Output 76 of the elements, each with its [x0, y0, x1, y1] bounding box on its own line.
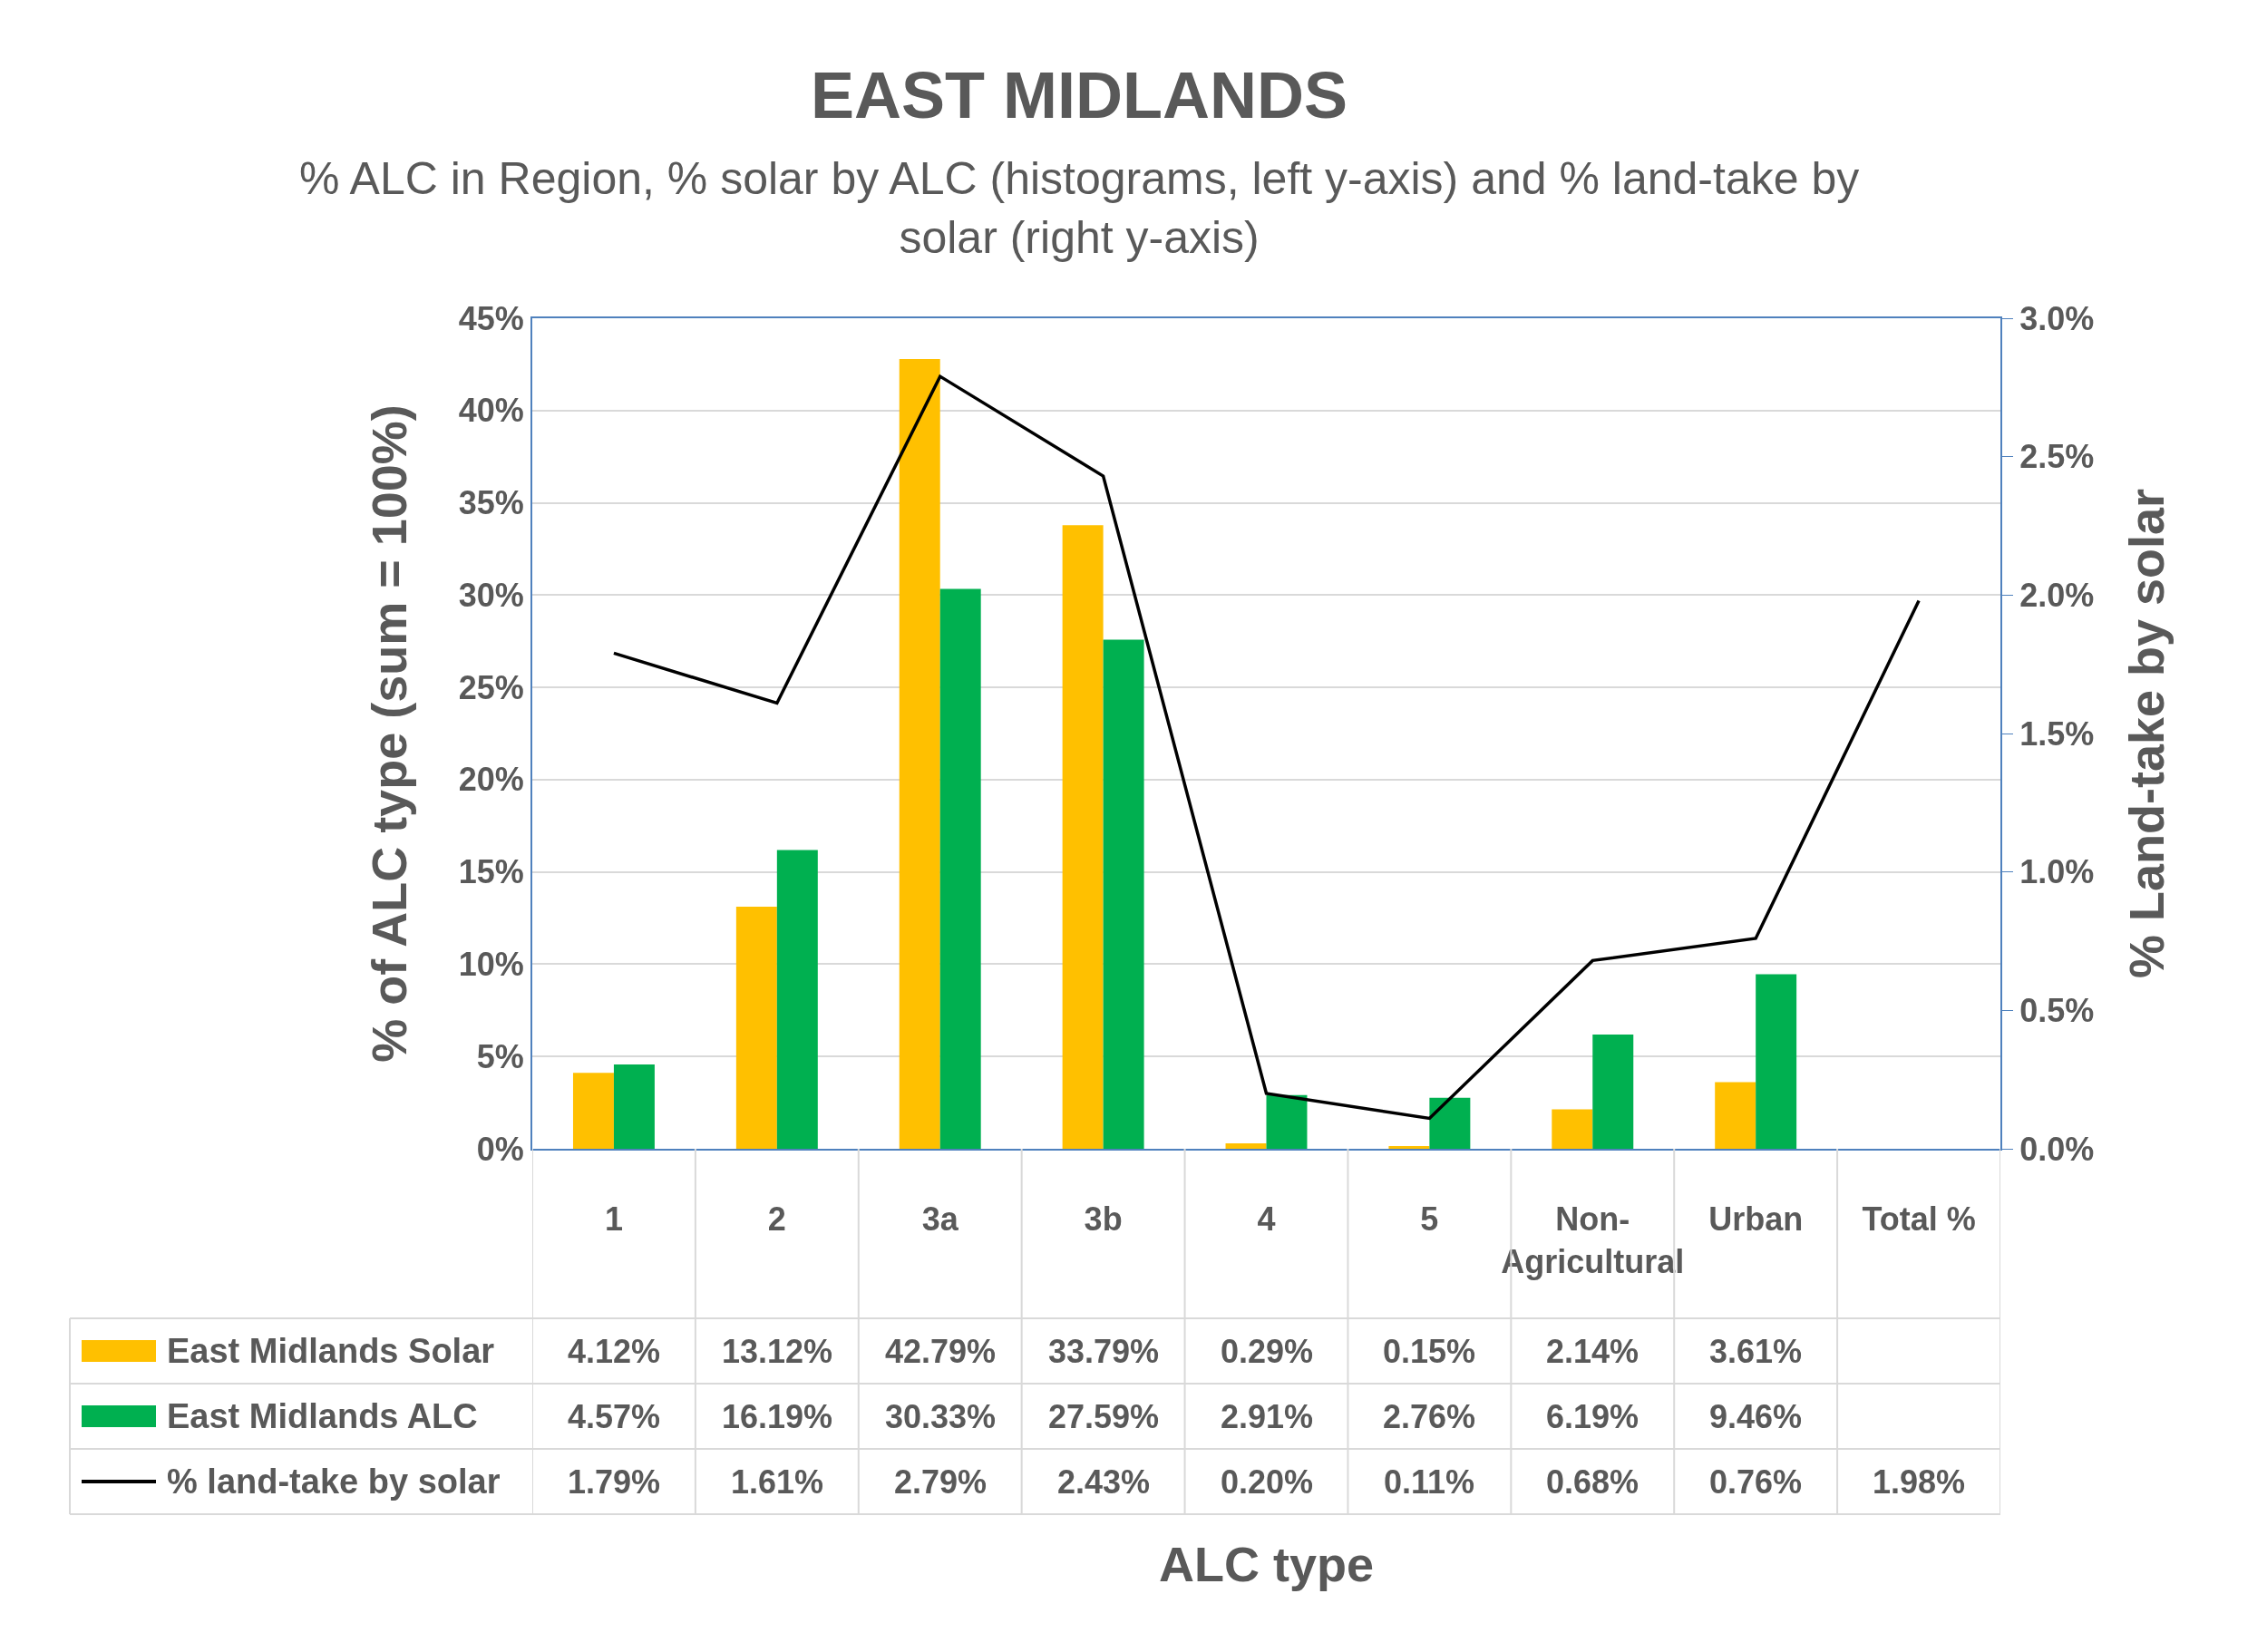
y-tick-label: 45%: [458, 299, 524, 337]
data-label: 6.19%: [1546, 1398, 1639, 1435]
legend-label: East Midlands Solar: [167, 1332, 495, 1370]
y2-tick-label: 0.0%: [2019, 1130, 2095, 1168]
y2-tick-label: 2.0%: [2019, 576, 2095, 614]
bar: [735, 906, 777, 1149]
y2-axis-title: % Land-take by solar: [2119, 488, 2175, 979]
data-label: 1.98%: [1873, 1463, 1966, 1501]
bar: [939, 588, 981, 1149]
x-tick-label: Urban: [1708, 1200, 1804, 1239]
bar: [1552, 1109, 1593, 1149]
data-label: 13.12%: [722, 1333, 833, 1370]
line-series: [612, 374, 1921, 1121]
data-label: 2.91%: [1221, 1398, 1314, 1435]
bar: [1715, 1082, 1756, 1149]
data-label: 0.11%: [1384, 1463, 1475, 1501]
y2-tick-label: 0.5%: [2019, 991, 2095, 1029]
legend-label: East Midlands ALC: [167, 1397, 478, 1435]
data-label: 0.15%: [1383, 1333, 1476, 1370]
data-label: 0.76%: [1709, 1463, 1803, 1501]
y2-tick-label: 3.0%: [2019, 299, 2095, 337]
data-label: 9.46%: [1709, 1398, 1803, 1435]
y-tick-label: 10%: [458, 946, 524, 984]
bar: [1388, 1145, 1430, 1149]
y-tick-label: 0%: [476, 1130, 524, 1168]
y-tick-label: 35%: [458, 484, 524, 522]
bar: [776, 850, 818, 1149]
x-tick-label: Non-Agricultural: [1501, 1200, 1685, 1280]
bar: [1225, 1143, 1267, 1149]
y-tick-label: 20%: [458, 761, 524, 799]
chart-subtitle: % ALC in Region, % solar by ALC (histograms, left y-axis) and % land-take by solar (right y-axis): [299, 153, 1860, 263]
data-label: 4.57%: [568, 1398, 661, 1435]
y-tick-label: 40%: [458, 392, 524, 430]
y-tick-label: 25%: [458, 668, 524, 706]
bar: [572, 1073, 614, 1149]
data-label: 0.20%: [1221, 1463, 1314, 1501]
legend-label: % land-take by solar: [167, 1463, 501, 1501]
bar: [1062, 525, 1104, 1149]
x-tick-label: 3a: [921, 1200, 959, 1239]
data-label: 0.29%: [1221, 1333, 1314, 1370]
bar: [1266, 1094, 1308, 1149]
x-tick-label: 3b: [1084, 1200, 1123, 1239]
bar: [1592, 1035, 1634, 1149]
y2-tick-label: 1.5%: [2019, 714, 2095, 753]
y-tick-label: 5%: [476, 1037, 524, 1075]
data-label: 1.79%: [568, 1463, 661, 1501]
x-tick-label: 2: [767, 1200, 786, 1239]
x-tick-label: 1: [604, 1200, 623, 1239]
bar: [1103, 639, 1144, 1149]
x-tick-label: 5: [1420, 1200, 1439, 1239]
data-label: 2.76%: [1383, 1398, 1476, 1435]
bar: [613, 1064, 655, 1149]
bar: [1429, 1097, 1471, 1149]
data-label: 1.61%: [731, 1463, 824, 1501]
y-axis-title: % of ALC type (sum = 100%): [361, 404, 416, 1063]
data-label: 2.43%: [1057, 1463, 1151, 1501]
text: ALC type: [1159, 1537, 1375, 1591]
data-label: 27.59%: [1048, 1398, 1160, 1435]
data-label: 16.19%: [722, 1398, 833, 1435]
data-label: 4.12%: [568, 1333, 661, 1370]
y-tick-label: 30%: [458, 576, 524, 614]
data-label: 2.14%: [1546, 1333, 1639, 1370]
data-label: 0.68%: [1546, 1463, 1639, 1501]
data-label: 30.33%: [885, 1398, 997, 1435]
data-label: 33.79%: [1048, 1333, 1160, 1370]
data-label: 2.79%: [894, 1463, 988, 1501]
x-tick-label: Total %: [1862, 1200, 1976, 1239]
y2-tick-label: 1.0%: [2019, 853, 2095, 891]
bar: [899, 358, 940, 1149]
y-tick-label: 15%: [458, 853, 524, 891]
x-tick-label: 4: [1257, 1200, 1276, 1239]
data-label: 42.79%: [885, 1333, 997, 1370]
chart-title: EAST MIDLANDS: [811, 59, 1348, 131]
y2-tick-label: 2.5%: [2019, 438, 2095, 476]
data-label: 3.61%: [1709, 1333, 1803, 1370]
bar: [1756, 974, 1797, 1149]
